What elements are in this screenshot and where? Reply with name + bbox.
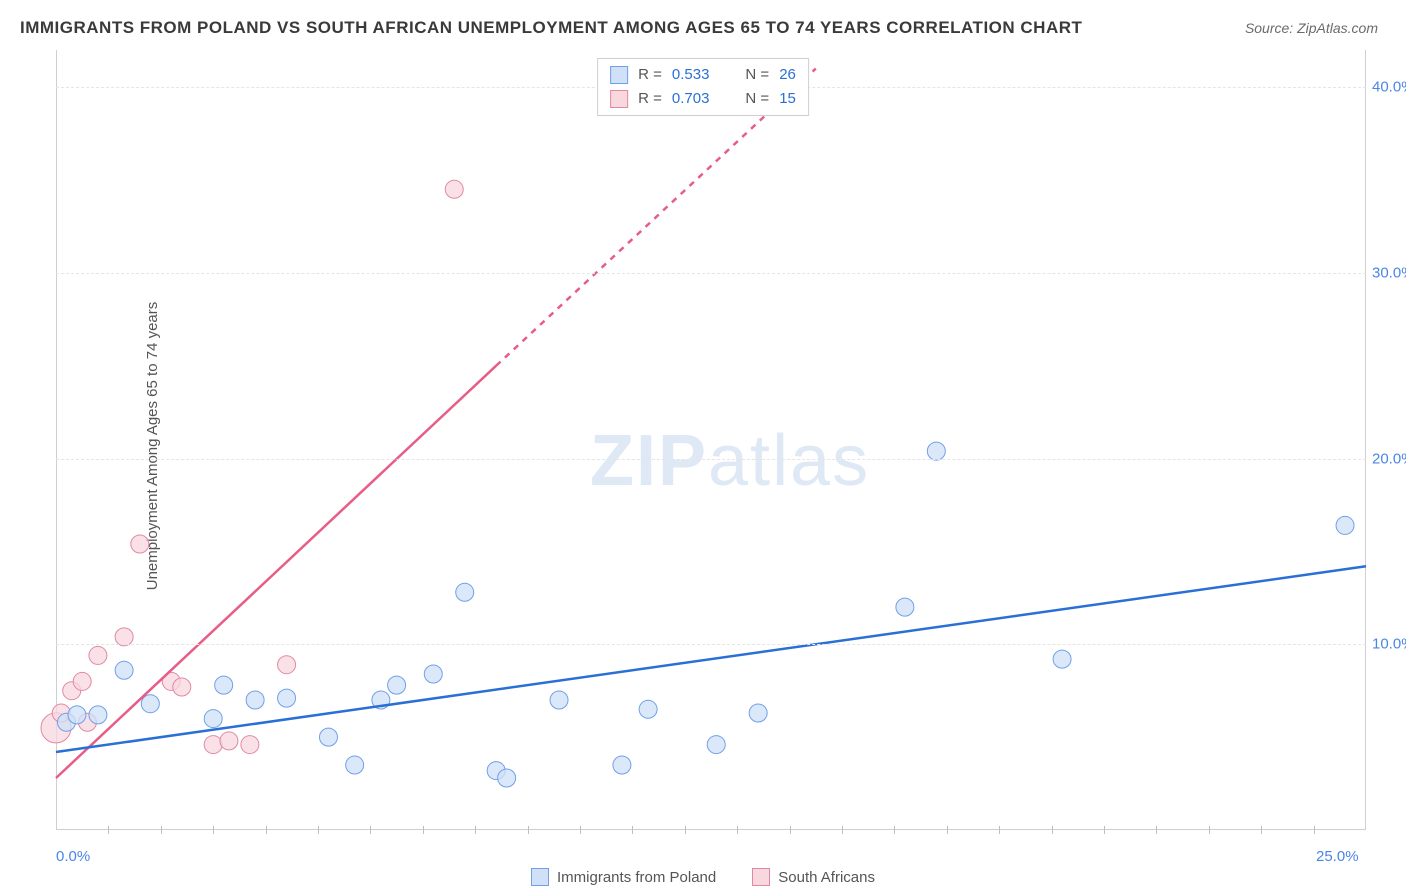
legend-swatch-poland xyxy=(610,66,628,84)
data-point xyxy=(220,732,238,750)
x-tick xyxy=(999,826,1000,834)
data-point xyxy=(388,676,406,694)
x-tick xyxy=(1104,826,1105,834)
y-tick-label: 40.0% xyxy=(1372,79,1406,96)
trend-line xyxy=(56,366,496,778)
data-point xyxy=(115,628,133,646)
data-point xyxy=(173,678,191,696)
x-tick xyxy=(737,826,738,834)
gridline xyxy=(56,459,1366,460)
r-label: R = xyxy=(638,63,662,87)
y-tick-label: 30.0% xyxy=(1372,264,1406,281)
x-tick xyxy=(1209,826,1210,834)
data-point xyxy=(424,665,442,683)
data-point xyxy=(131,535,149,553)
legend-swatch-poland xyxy=(531,868,549,886)
x-tick xyxy=(947,826,948,834)
data-point xyxy=(896,598,914,616)
data-point xyxy=(141,695,159,713)
data-point xyxy=(927,442,945,460)
data-point xyxy=(639,700,657,718)
r-label: R = xyxy=(638,87,662,111)
data-point xyxy=(456,583,474,601)
x-tick xyxy=(108,826,109,834)
x-tick xyxy=(894,826,895,834)
data-point xyxy=(68,706,86,724)
x-tick xyxy=(790,826,791,834)
legend-row-poland: R = 0.533 N = 26 xyxy=(610,63,796,87)
data-point xyxy=(246,691,264,709)
chart-title: IMMIGRANTS FROM POLAND VS SOUTH AFRICAN … xyxy=(20,18,1082,38)
source-name: ZipAtlas.com xyxy=(1297,20,1378,36)
data-point xyxy=(445,180,463,198)
legend-swatch-sa xyxy=(752,868,770,886)
data-point xyxy=(749,704,767,722)
x-tick xyxy=(842,826,843,834)
data-point xyxy=(707,736,725,754)
legend-item-sa: South Africans xyxy=(752,868,875,886)
n-label: N = xyxy=(745,87,769,111)
data-point xyxy=(89,646,107,664)
data-point xyxy=(1336,516,1354,534)
x-tick xyxy=(580,826,581,834)
x-tick-label: 25.0% xyxy=(1316,848,1359,865)
data-point xyxy=(346,756,364,774)
x-tick xyxy=(475,826,476,834)
x-tick xyxy=(1314,826,1315,834)
x-tick-label: 0.0% xyxy=(56,848,90,865)
data-point xyxy=(278,689,296,707)
x-tick xyxy=(370,826,371,834)
data-point xyxy=(550,691,568,709)
data-point xyxy=(241,736,259,754)
x-tick xyxy=(318,826,319,834)
data-point xyxy=(204,710,222,728)
n-label: N = xyxy=(745,63,769,87)
x-tick xyxy=(528,826,529,834)
y-tick-label: 10.0% xyxy=(1372,636,1406,653)
x-tick xyxy=(161,826,162,834)
n-value-sa: 15 xyxy=(779,87,796,111)
legend-row-sa: R = 0.703 N = 15 xyxy=(610,87,796,111)
correlation-legend: R = 0.533 N = 26 R = 0.703 N = 15 xyxy=(597,58,809,116)
gridline xyxy=(56,644,1366,645)
data-point xyxy=(204,736,222,754)
n-value-poland: 26 xyxy=(779,63,796,87)
x-tick xyxy=(1156,826,1157,834)
legend-item-poland: Immigrants from Poland xyxy=(531,868,716,886)
r-value-poland: 0.533 xyxy=(672,63,710,87)
x-tick xyxy=(423,826,424,834)
r-value-sa: 0.703 xyxy=(672,87,710,111)
legend-swatch-sa xyxy=(610,90,628,108)
x-tick xyxy=(213,826,214,834)
data-point xyxy=(1053,650,1071,668)
data-point xyxy=(215,676,233,694)
x-tick xyxy=(1052,826,1053,834)
series-legend: Immigrants from Poland South Africans xyxy=(0,868,1406,886)
gridline xyxy=(56,273,1366,274)
x-tick xyxy=(632,826,633,834)
data-point xyxy=(613,756,631,774)
y-tick-label: 20.0% xyxy=(1372,450,1406,467)
x-tick xyxy=(266,826,267,834)
chart-svg xyxy=(56,50,1366,830)
data-point xyxy=(498,769,516,787)
legend-label-poland: Immigrants from Poland xyxy=(557,869,716,886)
legend-label-sa: South Africans xyxy=(778,869,875,886)
data-point xyxy=(115,661,133,679)
x-tick xyxy=(1261,826,1262,834)
x-tick xyxy=(685,826,686,834)
data-point xyxy=(319,728,337,746)
data-point xyxy=(278,656,296,674)
data-point xyxy=(73,672,91,690)
source-prefix: Source: xyxy=(1245,20,1297,36)
plot-area: 10.0%20.0%30.0%40.0% xyxy=(56,50,1366,830)
source-credit: Source: ZipAtlas.com xyxy=(1245,20,1378,36)
data-point xyxy=(89,706,107,724)
